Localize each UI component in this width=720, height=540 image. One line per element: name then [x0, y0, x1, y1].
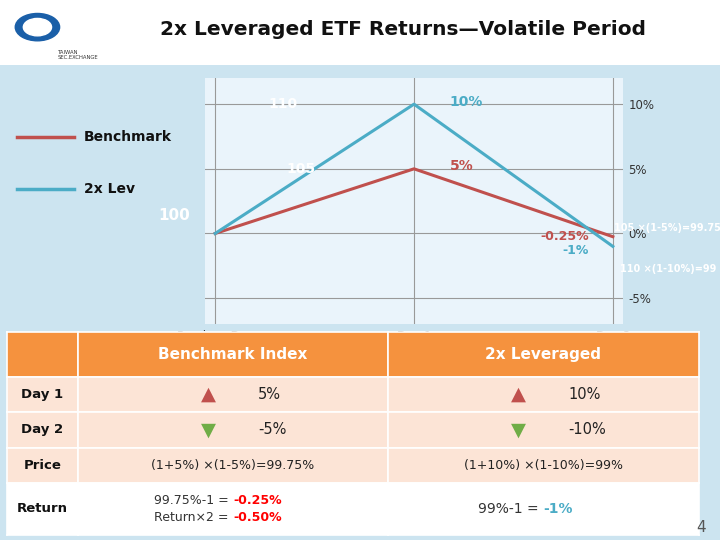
Text: Day 2: Day 2: [22, 423, 63, 436]
Text: 110: 110: [268, 97, 297, 111]
Text: Price: Price: [24, 459, 61, 472]
Text: -0.50%: -0.50%: [233, 511, 282, 524]
Text: (1+5%) ×(1-5%)=99.75%: (1+5%) ×(1-5%)=99.75%: [151, 459, 315, 472]
Text: -1%: -1%: [562, 244, 589, 257]
Text: -5%: -5%: [258, 422, 287, 437]
Text: 2x Leveraged: 2x Leveraged: [485, 347, 601, 362]
Text: 110 ×(1-10%)=99: 110 ×(1-10%)=99: [620, 264, 716, 274]
Text: 2x Lev: 2x Lev: [84, 182, 135, 196]
Text: 5%: 5%: [450, 159, 474, 173]
Text: 105: 105: [286, 162, 315, 176]
Text: 100: 100: [158, 208, 191, 224]
Text: 99.75%-1 =: 99.75%-1 =: [154, 494, 233, 507]
Circle shape: [23, 18, 52, 36]
Text: Return: Return: [17, 502, 68, 515]
Text: 10%: 10%: [450, 94, 483, 109]
Text: ▲: ▲: [511, 385, 526, 404]
Text: ▼: ▼: [201, 420, 216, 440]
Text: 4: 4: [696, 519, 706, 535]
Text: ▲: ▲: [201, 385, 216, 404]
Text: 5%: 5%: [258, 387, 281, 402]
Text: -1%: -1%: [544, 502, 573, 516]
Text: -0.25%: -0.25%: [233, 494, 282, 507]
Text: 99%-1 =: 99%-1 =: [479, 502, 544, 516]
Text: 105 ×(1-5%)=99.75: 105 ×(1-5%)=99.75: [614, 223, 720, 233]
Text: -10%: -10%: [568, 422, 606, 437]
Text: Return×2 =: Return×2 =: [155, 511, 233, 524]
Text: Benchmark: Benchmark: [84, 130, 171, 144]
Text: TAIWAN
SEC.EXCHANGE: TAIWAN SEC.EXCHANGE: [58, 50, 98, 60]
Text: Day 1: Day 1: [22, 388, 63, 401]
Text: 2x Leveraged ETF Returns—Volatile Period: 2x Leveraged ETF Returns—Volatile Period: [161, 20, 647, 39]
Text: 10%: 10%: [568, 387, 600, 402]
Text: -0.25%: -0.25%: [541, 230, 589, 243]
Text: (1+10%) ×(1-10%)=99%: (1+10%) ×(1-10%)=99%: [464, 459, 623, 472]
Circle shape: [15, 14, 60, 41]
Text: ▼: ▼: [511, 420, 526, 440]
Text: Benchmark Index: Benchmark Index: [158, 347, 307, 362]
